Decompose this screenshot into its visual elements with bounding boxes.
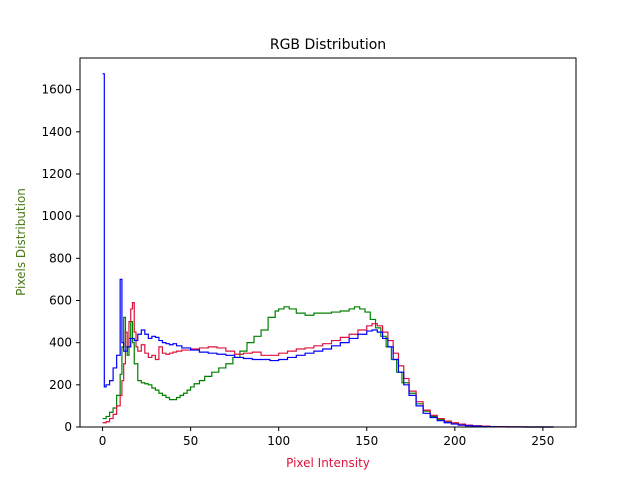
y-tick-label: 200 — [49, 378, 72, 392]
x-tick-label: 50 — [183, 434, 198, 448]
y-axis-label: Pixels Distribution — [14, 188, 28, 296]
x-tick-label: 150 — [355, 434, 378, 448]
chart-title: RGB Distribution — [270, 37, 386, 53]
series-line-0 — [102, 306, 554, 428]
y-tick-label: 1600 — [41, 83, 72, 97]
y-tick-label: 0 — [64, 420, 72, 434]
y-axis-ticks: 0 200 400 600 800 1000 1200 1400 1600 — [41, 83, 80, 434]
series-line-1 — [102, 301, 554, 428]
x-tick-label: 0 — [99, 434, 107, 448]
y-tick-label: 1200 — [41, 167, 72, 181]
x-axis-ticks: 0 50 100 150 200 250 — [99, 427, 554, 448]
x-tick-label: 200 — [443, 434, 466, 448]
plot-frame — [79, 57, 577, 428]
y-tick-label: 1400 — [41, 125, 72, 139]
y-tick-label: 800 — [49, 251, 72, 265]
x-tick-label: 250 — [531, 434, 554, 448]
x-tick-label: 100 — [267, 434, 290, 448]
y-tick-label: 400 — [49, 336, 72, 350]
series-line-2 — [102, 73, 554, 428]
y-tick-label: 600 — [49, 293, 72, 307]
plot-area — [102, 73, 554, 428]
x-axis-label: Pixel Intensity — [286, 456, 370, 470]
y-tick-label: 1000 — [41, 209, 72, 223]
